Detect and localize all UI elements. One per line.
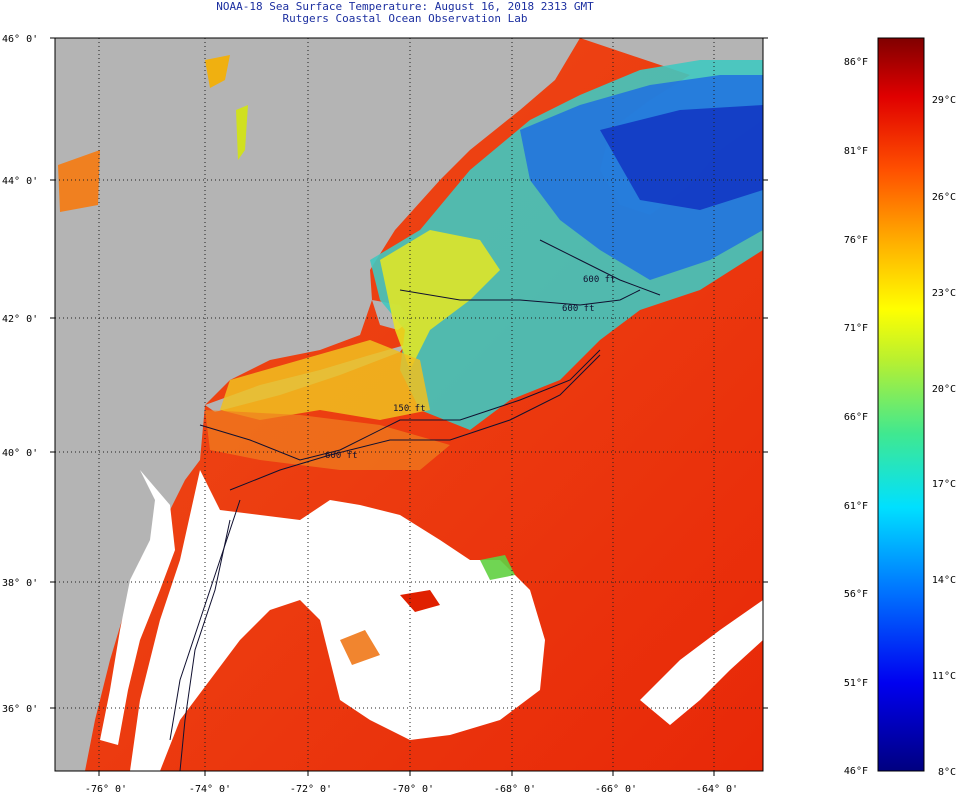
lake-patch-1: [58, 150, 100, 212]
lon-label-76: -76° 0': [85, 784, 127, 795]
cloud-patch-orange: [340, 630, 380, 665]
lat-label-46: 46° 0': [2, 34, 38, 45]
lat-label-36: 36° 0': [2, 704, 38, 715]
contour-label-600b: 600 ft: [562, 304, 595, 314]
colorbar-label-f-86: 86°F: [844, 57, 868, 68]
map-frame: [54, 37, 764, 772]
colorbar-label-c-8: 8°C: [938, 767, 956, 778]
contour-label-600a: 600 ft: [325, 451, 358, 461]
colorbar-label-f-61: 61°F: [844, 501, 868, 512]
lat-label-42: 42° 0': [2, 314, 38, 325]
colorbar-label-c-23: 23°C: [932, 288, 956, 299]
shelf-yellow: [220, 340, 430, 420]
cloud-patch-green: [480, 555, 515, 580]
colorbar-label-c-26: 26°C: [932, 192, 956, 203]
lon-label-70: -70° 0': [392, 784, 434, 795]
bay-water: [100, 470, 175, 745]
cloud-area-south: [130, 470, 545, 771]
colorbar-label-c-11: 11°C: [932, 671, 956, 682]
colorbar-label-f-76: 76°F: [844, 235, 868, 246]
lat-label-40: 40° 0': [2, 448, 38, 459]
colorbar-label-c-20: 20°C: [932, 384, 956, 395]
contour-label-150: 150 ft: [393, 404, 426, 414]
colorbar-label-c-17: 17°C: [932, 479, 956, 490]
colorbar-label-f-56: 56°F: [844, 589, 868, 600]
map-title: NOAA-18 Sea Surface Temperature: August …: [216, 0, 594, 13]
colorbar-label-f-51: 51°F: [844, 678, 868, 689]
land-mass: [55, 38, 580, 771]
lat-label-44: 44° 0': [2, 176, 38, 187]
lon-label-68: -68° 0': [494, 784, 536, 795]
lat-label-38: 38° 0': [2, 578, 38, 589]
colorbar-gradient: [877, 37, 925, 772]
lon-label-74: -74° 0': [189, 784, 231, 795]
lake-patch-2: [205, 55, 230, 88]
depth-contours: [169, 239, 661, 771]
colorbar-label-f-81: 81°F: [844, 146, 868, 157]
map-subtitle: Rutgers Coastal Ocean Observation Lab: [282, 12, 528, 25]
lon-label-72: -72° 0': [290, 784, 332, 795]
colorbar-label-f-46: 46°F: [844, 766, 868, 777]
colorbar-label-c-14: 14°C: [932, 575, 956, 586]
shelf-orange: [205, 410, 450, 470]
frame-ticks: [50, 37, 768, 776]
cold-core-deep: [600, 105, 763, 210]
cloud-area-southeast: [640, 600, 763, 725]
colorbar-label-f-71: 71°F: [844, 323, 868, 334]
lon-label-64: -64° 0': [696, 784, 738, 795]
colorbar-label-c-29: 29°C: [932, 95, 956, 106]
cloud-patch-red: [400, 590, 440, 612]
lake-patch-3: [236, 105, 248, 160]
colorbar-label-f-66: 66°F: [844, 412, 868, 423]
lon-label-66: -66° 0': [595, 784, 637, 795]
contour-label-600c: 600 ft: [583, 275, 616, 285]
